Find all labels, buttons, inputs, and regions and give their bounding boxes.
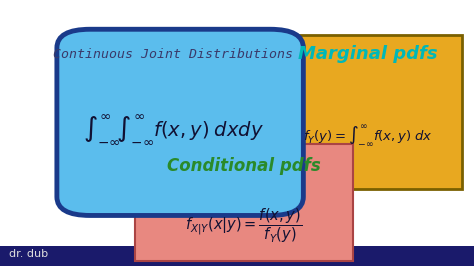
Text: $f_Y(y) = \int_{-\infty}^{\infty} f(x, y)\; dx$: $f_Y(y) = \int_{-\infty}^{\infty} f(x, y…: [302, 124, 432, 149]
Text: $\int_{-\infty}^{\infty}\!\int_{-\infty}^{\infty} f(x, y)\; dxdy$: $\int_{-\infty}^{\infty}\!\int_{-\infty}…: [82, 113, 264, 146]
Text: Continuous Joint Distributions: Continuous Joint Distributions: [53, 48, 293, 61]
Text: $f_{X|Y}(x|y) = \dfrac{f(x, y)}{f_Y(y)}$: $f_{X|Y}(x|y) = \dfrac{f(x, y)}{f_Y(y)}$: [185, 206, 303, 245]
Text: Marginal pdfs: Marginal pdfs: [298, 45, 437, 63]
Text: dr. dub: dr. dub: [9, 249, 49, 259]
FancyBboxPatch shape: [57, 29, 303, 215]
FancyBboxPatch shape: [135, 144, 353, 261]
FancyBboxPatch shape: [273, 35, 462, 189]
Text: Conditional pdfs: Conditional pdfs: [167, 157, 321, 175]
Bar: [0, 246, 474, 266]
